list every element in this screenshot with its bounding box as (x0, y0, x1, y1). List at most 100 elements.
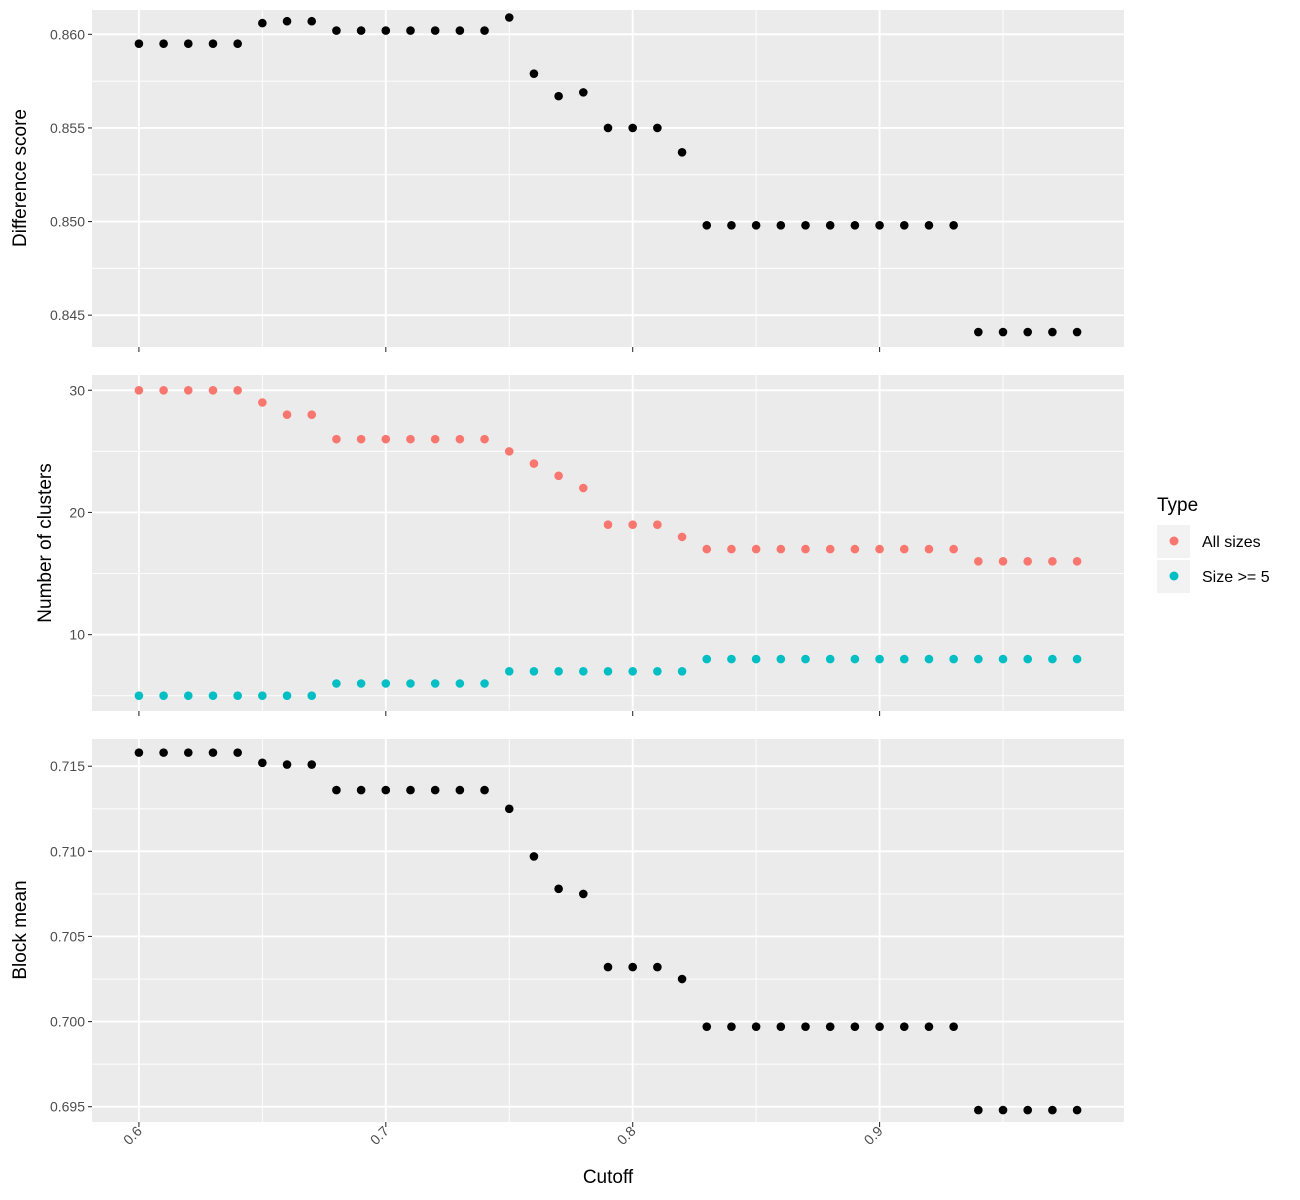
data-point (1072, 557, 1082, 566)
y-tick-label: 0.700 (50, 1014, 85, 1030)
x-tick-label: 0.9 (861, 1123, 886, 1148)
y-axis-title: Block mean (10, 880, 31, 979)
data-point (702, 1022, 712, 1031)
data-point (677, 532, 687, 542)
data-point (282, 760, 292, 769)
legend-swatch-size-ge-5 (1169, 571, 1179, 581)
series-difference-score (134, 13, 1082, 337)
data-point (875, 221, 884, 230)
data-point (258, 691, 267, 701)
data-point (751, 544, 761, 554)
data-point (134, 385, 144, 395)
data-point (628, 123, 637, 133)
data-point (776, 654, 786, 664)
y-tick-label: 30 (69, 382, 85, 398)
data-point (603, 962, 613, 972)
data-point (751, 221, 761, 230)
data-point (258, 18, 267, 28)
data-point (801, 544, 810, 554)
y-axis-title: Number of clusters (35, 463, 56, 622)
data-point (233, 39, 242, 48)
data-point (233, 748, 242, 757)
data-point (455, 679, 465, 688)
data-point (381, 679, 391, 688)
data-point (924, 544, 934, 554)
data-point (1023, 557, 1033, 566)
data-point (134, 39, 144, 48)
data-point (406, 434, 415, 444)
data-point (406, 679, 415, 688)
y-tick-label: 0.715 (50, 758, 85, 774)
data-point (282, 691, 292, 701)
chart-panels: 0.845 0.850 0.855 0.860 Difference score 10 20… (10, 10, 1124, 1148)
data-point (875, 544, 884, 554)
data-point (529, 69, 539, 78)
data-point (282, 410, 292, 420)
data-point (356, 434, 366, 444)
data-point (974, 654, 983, 664)
data-point (159, 385, 168, 395)
data-point (529, 459, 539, 468)
data-point (776, 1022, 786, 1031)
panel-difference-score: 0.845 0.850 0.855 0.860 Difference score (10, 10, 1124, 352)
data-point (825, 221, 835, 230)
data-point (603, 123, 613, 133)
data-point (949, 544, 958, 554)
data-point (825, 1022, 835, 1031)
data-point (504, 13, 514, 22)
x-tick-label: 0.6 (120, 1123, 145, 1148)
data-point (1023, 327, 1033, 337)
data-point (899, 221, 909, 230)
data-point (307, 760, 317, 769)
data-point (850, 544, 860, 554)
data-point (554, 91, 563, 101)
data-point (751, 1022, 761, 1031)
data-point (974, 1105, 983, 1115)
data-point (1023, 654, 1033, 664)
data-point (183, 691, 193, 701)
data-point (1048, 654, 1057, 664)
data-point (850, 654, 860, 664)
data-point (924, 654, 934, 664)
x-tick-label: 0.7 (367, 1123, 392, 1148)
data-point (480, 26, 489, 35)
data-point (258, 758, 267, 768)
data-point (332, 434, 341, 444)
data-point (776, 221, 786, 230)
data-point (702, 544, 712, 554)
data-point (307, 16, 317, 26)
data-point (801, 1022, 810, 1031)
data-point (751, 654, 761, 664)
data-point (825, 654, 835, 664)
data-point (381, 434, 391, 444)
data-point (554, 884, 563, 894)
data-point (233, 691, 242, 701)
data-point (653, 962, 662, 972)
data-point (1048, 327, 1057, 337)
data-point (208, 385, 218, 395)
data-point (702, 654, 712, 664)
data-point (875, 654, 884, 664)
data-point (1023, 1105, 1033, 1115)
data-point (332, 26, 341, 35)
panel-block-mean: 0.695 0.700 0.705 0.710 0.715 0.6 0.7 0.8 0.9 Blo… (10, 739, 1124, 1148)
data-point (159, 691, 168, 701)
data-point (356, 679, 366, 688)
data-point (356, 785, 366, 795)
y-tick-label: 0.850 (50, 214, 85, 230)
series-block-mean (134, 748, 1082, 1115)
y-tick-label: 0.855 (50, 120, 85, 136)
data-point (332, 785, 341, 795)
data-point (776, 544, 786, 554)
data-point (628, 666, 637, 676)
data-point (332, 679, 341, 688)
data-point (603, 666, 613, 676)
data-point (974, 327, 983, 337)
data-point (924, 221, 934, 230)
y-tick-label: 0.710 (50, 843, 85, 859)
legend-swatch-all-sizes (1169, 536, 1179, 546)
data-point (653, 666, 662, 676)
panel-background (92, 10, 1124, 347)
data-point (480, 434, 489, 444)
data-point (183, 385, 193, 395)
